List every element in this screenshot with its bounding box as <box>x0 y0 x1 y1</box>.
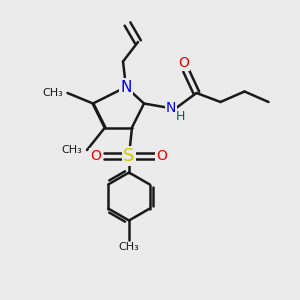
Text: N: N <box>120 80 132 94</box>
Text: O: O <box>178 56 189 70</box>
Text: CH₃: CH₃ <box>42 88 63 98</box>
Text: N: N <box>166 101 176 115</box>
Text: O: O <box>91 149 101 163</box>
Text: CH₃: CH₃ <box>118 242 140 253</box>
Text: CH₃: CH₃ <box>62 145 82 155</box>
Text: O: O <box>157 149 167 163</box>
Text: H: H <box>176 110 186 123</box>
Text: S: S <box>123 147 135 165</box>
